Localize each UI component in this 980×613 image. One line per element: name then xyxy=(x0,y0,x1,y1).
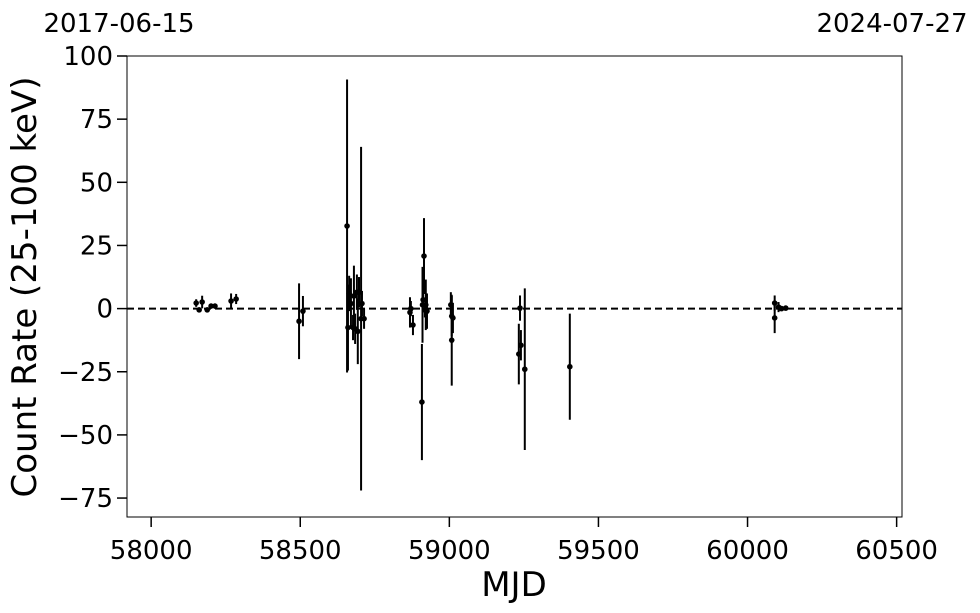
x-tick-label: 60000 xyxy=(706,536,789,566)
top-left-label: 2017-06-15 xyxy=(43,9,194,39)
data-point xyxy=(208,303,214,309)
data-point xyxy=(771,315,778,321)
x-tick-label: 60500 xyxy=(855,536,938,566)
data-point xyxy=(212,303,218,309)
plot-frame xyxy=(126,55,903,518)
data-point xyxy=(359,300,365,307)
data-point xyxy=(419,399,425,405)
data-point xyxy=(410,322,416,328)
data-point xyxy=(296,318,302,325)
data-point xyxy=(199,299,205,305)
data-point xyxy=(567,363,573,370)
data-point xyxy=(344,223,350,229)
x-tick-label: 58500 xyxy=(259,536,342,566)
data-point xyxy=(196,307,202,313)
y-tick-label: −50 xyxy=(58,421,113,451)
y-tick-label: −25 xyxy=(58,358,113,388)
x-tick-label: 59500 xyxy=(557,536,640,566)
data-point xyxy=(448,337,455,343)
data-point xyxy=(424,308,430,314)
data-point xyxy=(204,307,211,313)
x-axis-label: MJD xyxy=(481,565,547,605)
data-point xyxy=(517,305,523,311)
data-point xyxy=(300,308,306,314)
data-point xyxy=(228,298,234,304)
data-point xyxy=(361,315,367,322)
y-tick-label: −75 xyxy=(58,484,113,514)
y-tick-label: 0 xyxy=(96,295,113,325)
data-point xyxy=(345,324,351,331)
y-tick-label: 25 xyxy=(80,231,113,261)
x-tick-label: 58000 xyxy=(110,536,193,566)
data-point xyxy=(351,293,357,299)
data-point xyxy=(518,342,524,349)
x-tick-label: 59000 xyxy=(408,536,491,566)
top-right-label: 2024-07-27 xyxy=(816,9,967,39)
data-point xyxy=(233,296,239,302)
data-point xyxy=(450,315,456,321)
y-tick-label: 75 xyxy=(80,105,113,135)
data-point xyxy=(782,305,789,311)
data-point xyxy=(421,253,427,259)
y-tick-label: 50 xyxy=(80,168,113,198)
data-point xyxy=(778,305,785,312)
data-point xyxy=(420,296,426,303)
data-point xyxy=(408,305,414,312)
data-point xyxy=(521,366,528,373)
y-axis-label: Count Rate (25-100 keV) xyxy=(5,77,45,498)
data-point xyxy=(193,300,199,306)
y-tick-label: 100 xyxy=(63,42,113,72)
data-point xyxy=(348,300,354,307)
data-point xyxy=(355,328,361,335)
